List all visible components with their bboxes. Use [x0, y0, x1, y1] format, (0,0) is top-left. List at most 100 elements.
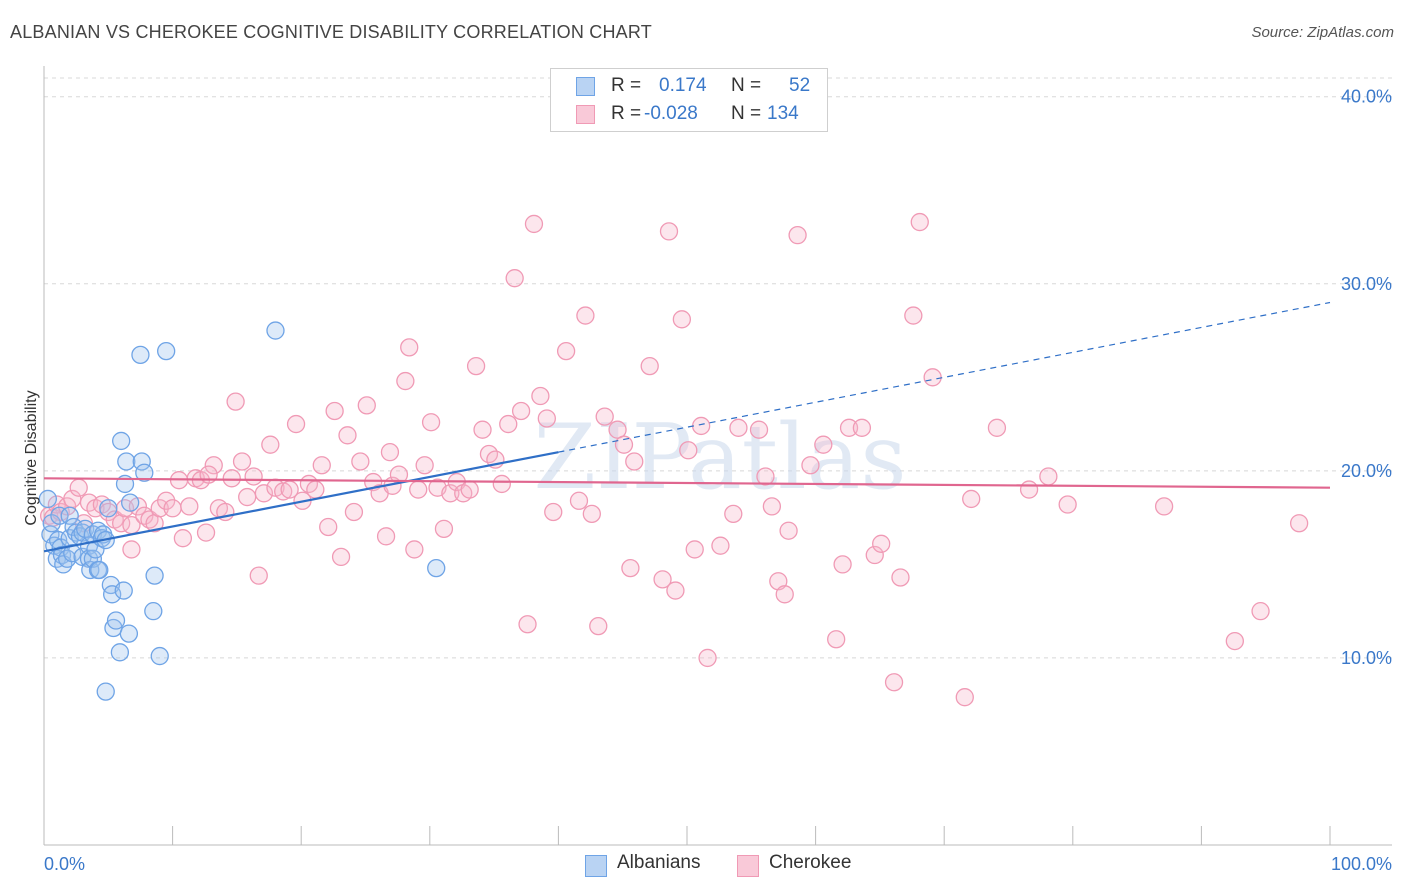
albanians-trend-projection	[558, 301, 1331, 453]
y-tick-label: 20.0%	[1341, 461, 1392, 481]
trend-lines	[43, 301, 1331, 553]
cherokee-point	[511, 401, 531, 421]
cherokee-point	[157, 491, 176, 510]
albanians-point	[131, 345, 150, 365]
albanians-point	[38, 489, 58, 509]
legend-row-cherokee: R = -0.028 N = 134	[551, 101, 827, 129]
x-tick-labels: 0.0% 100.0%	[44, 854, 1392, 874]
albanians-point	[114, 581, 133, 600]
albanians-point	[103, 585, 122, 604]
albanians-point	[110, 643, 130, 662]
cherokee-point	[261, 435, 280, 454]
cherokee-point	[405, 540, 424, 559]
correlation-legend: R = 0.174 N = 52 R = -0.028 N = 134	[550, 68, 828, 132]
cherokee-point	[331, 547, 351, 567]
cherokee-point	[244, 467, 263, 486]
albanians-point	[145, 566, 164, 585]
cherokee-point	[518, 615, 537, 634]
albanians-label: Albanians	[617, 852, 701, 873]
cherokee-point	[222, 469, 241, 488]
cherokee-point	[923, 368, 942, 387]
cherokee-point	[595, 407, 614, 426]
cherokee-point	[910, 212, 929, 232]
albanians-point	[57, 549, 77, 568]
cherokee-swatch	[737, 855, 759, 877]
cherokee-point	[872, 534, 891, 553]
cherokee-point	[1039, 467, 1058, 486]
cherokee-point	[884, 673, 904, 692]
cherokee-point	[163, 499, 182, 518]
r-value: 0.174	[659, 75, 707, 96]
cherokee-point	[666, 581, 685, 600]
cherokee-point	[569, 491, 589, 510]
albanians-point	[50, 506, 69, 525]
cherokee-point	[254, 484, 274, 503]
cherokee-point	[196, 523, 216, 542]
n-value: 52	[789, 75, 811, 96]
cherokee-point	[338, 426, 357, 445]
cherokee-point	[729, 418, 748, 437]
albanians-point	[150, 646, 169, 666]
albanians-swatch	[585, 855, 607, 877]
cherokee-point	[962, 489, 981, 509]
n-label: N =	[731, 103, 762, 124]
albanians-point	[121, 493, 140, 512]
cherokee-point	[839, 418, 859, 437]
cherokee-point	[357, 396, 376, 415]
cherokee-point	[1058, 495, 1077, 514]
cherokee-point	[537, 409, 556, 428]
cherokee-point	[351, 452, 370, 471]
albanians-point	[42, 514, 61, 533]
cherokee-point	[415, 456, 434, 475]
cherokee-point	[376, 527, 396, 546]
albanians-point	[112, 431, 131, 451]
cherokee-point	[788, 225, 807, 245]
cherokee-point	[679, 441, 698, 460]
cherokee-point	[691, 416, 711, 436]
cherokee-point	[865, 545, 884, 565]
albanians-swatch	[576, 77, 595, 96]
albanians-point	[90, 560, 109, 580]
r-label: R =	[611, 103, 642, 124]
cherokee-point	[698, 648, 717, 668]
albanians-point	[99, 499, 118, 518]
y-tick-label: 30.0%	[1341, 274, 1392, 294]
legend-row-albanians: R = 0.174 N = 52	[551, 73, 827, 101]
cherokee-point	[987, 418, 1007, 437]
cherokee-point	[1225, 631, 1244, 651]
cherokee-point	[69, 478, 88, 497]
albanians-point	[60, 506, 79, 525]
watermark: ZIPatlas	[533, 405, 906, 510]
cherokee-point	[955, 688, 974, 707]
cherokee-point	[122, 540, 141, 559]
y-axis-label: Cognitive Disability	[23, 390, 40, 525]
cherokee-point	[524, 214, 544, 234]
cherokee-point	[724, 504, 743, 524]
x-tick-label: 100.0%	[1331, 854, 1392, 874]
cherokee-point	[396, 371, 415, 391]
albanians-point	[135, 463, 154, 482]
cherokee-point	[1154, 497, 1174, 516]
cherokee-point	[409, 480, 428, 499]
albanians-point	[117, 452, 136, 471]
r-value: -0.028	[644, 103, 698, 124]
cherokee-point	[852, 418, 872, 437]
cherokee-point	[421, 413, 441, 432]
cherokee-point	[891, 568, 910, 587]
cherokee-point	[466, 356, 486, 376]
cherokee-point	[749, 420, 769, 439]
cherokee-point	[505, 269, 524, 288]
cherokee-point	[180, 497, 199, 516]
cherokee-point	[492, 474, 511, 494]
albanians-point	[106, 611, 126, 630]
cherokee-point	[380, 442, 400, 462]
cherokee-point	[274, 482, 293, 501]
n-label: N =	[731, 75, 762, 96]
cherokee-point	[711, 536, 730, 555]
cherokee-point	[460, 480, 479, 499]
cherokee-point	[659, 222, 679, 241]
cherokee-point	[434, 519, 454, 538]
albanians-point	[119, 624, 139, 643]
cherokee-point	[238, 487, 257, 507]
albanians-point	[266, 321, 285, 340]
